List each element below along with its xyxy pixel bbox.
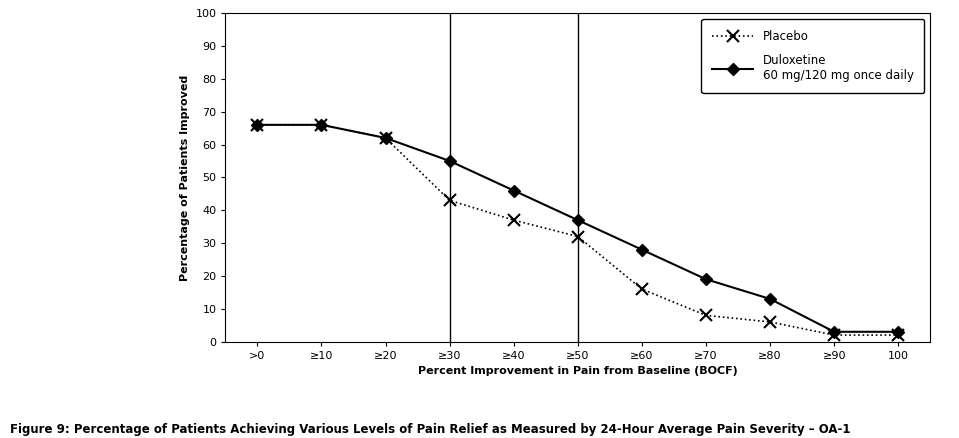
Duloxetine xyxy=(636,247,647,252)
Placebo xyxy=(893,332,904,338)
Placebo xyxy=(829,332,840,338)
Line: Placebo: Placebo xyxy=(252,119,903,341)
Duloxetine xyxy=(764,296,776,301)
Placebo xyxy=(764,319,776,325)
Legend: Placebo, Duloxetine
60 mg/120 mg once daily: Placebo, Duloxetine 60 mg/120 mg once da… xyxy=(701,19,924,93)
Duloxetine xyxy=(251,122,263,127)
Placebo xyxy=(251,122,263,127)
Duloxetine xyxy=(508,188,520,193)
X-axis label: Percent Improvement in Pain from Baseline (BOCF): Percent Improvement in Pain from Baselin… xyxy=(418,366,737,376)
Placebo xyxy=(444,198,456,203)
Placebo xyxy=(380,135,391,141)
Duloxetine xyxy=(829,329,840,335)
Duloxetine xyxy=(444,159,456,164)
Placebo xyxy=(316,122,327,127)
Duloxetine xyxy=(316,122,327,127)
Duloxetine xyxy=(893,329,904,335)
Line: Duloxetine: Duloxetine xyxy=(253,120,902,336)
Placebo xyxy=(636,286,647,292)
Text: Figure 9: Percentage of Patients Achieving Various Levels of Pain Relief as Meas: Figure 9: Percentage of Patients Achievi… xyxy=(10,423,850,436)
Placebo xyxy=(508,218,520,223)
Duloxetine xyxy=(380,135,391,141)
Placebo xyxy=(700,313,712,318)
Duloxetine xyxy=(572,218,583,223)
Y-axis label: Percentage of Patients Improved: Percentage of Patients Improved xyxy=(179,74,190,280)
Duloxetine xyxy=(700,277,712,282)
Placebo xyxy=(572,234,583,239)
